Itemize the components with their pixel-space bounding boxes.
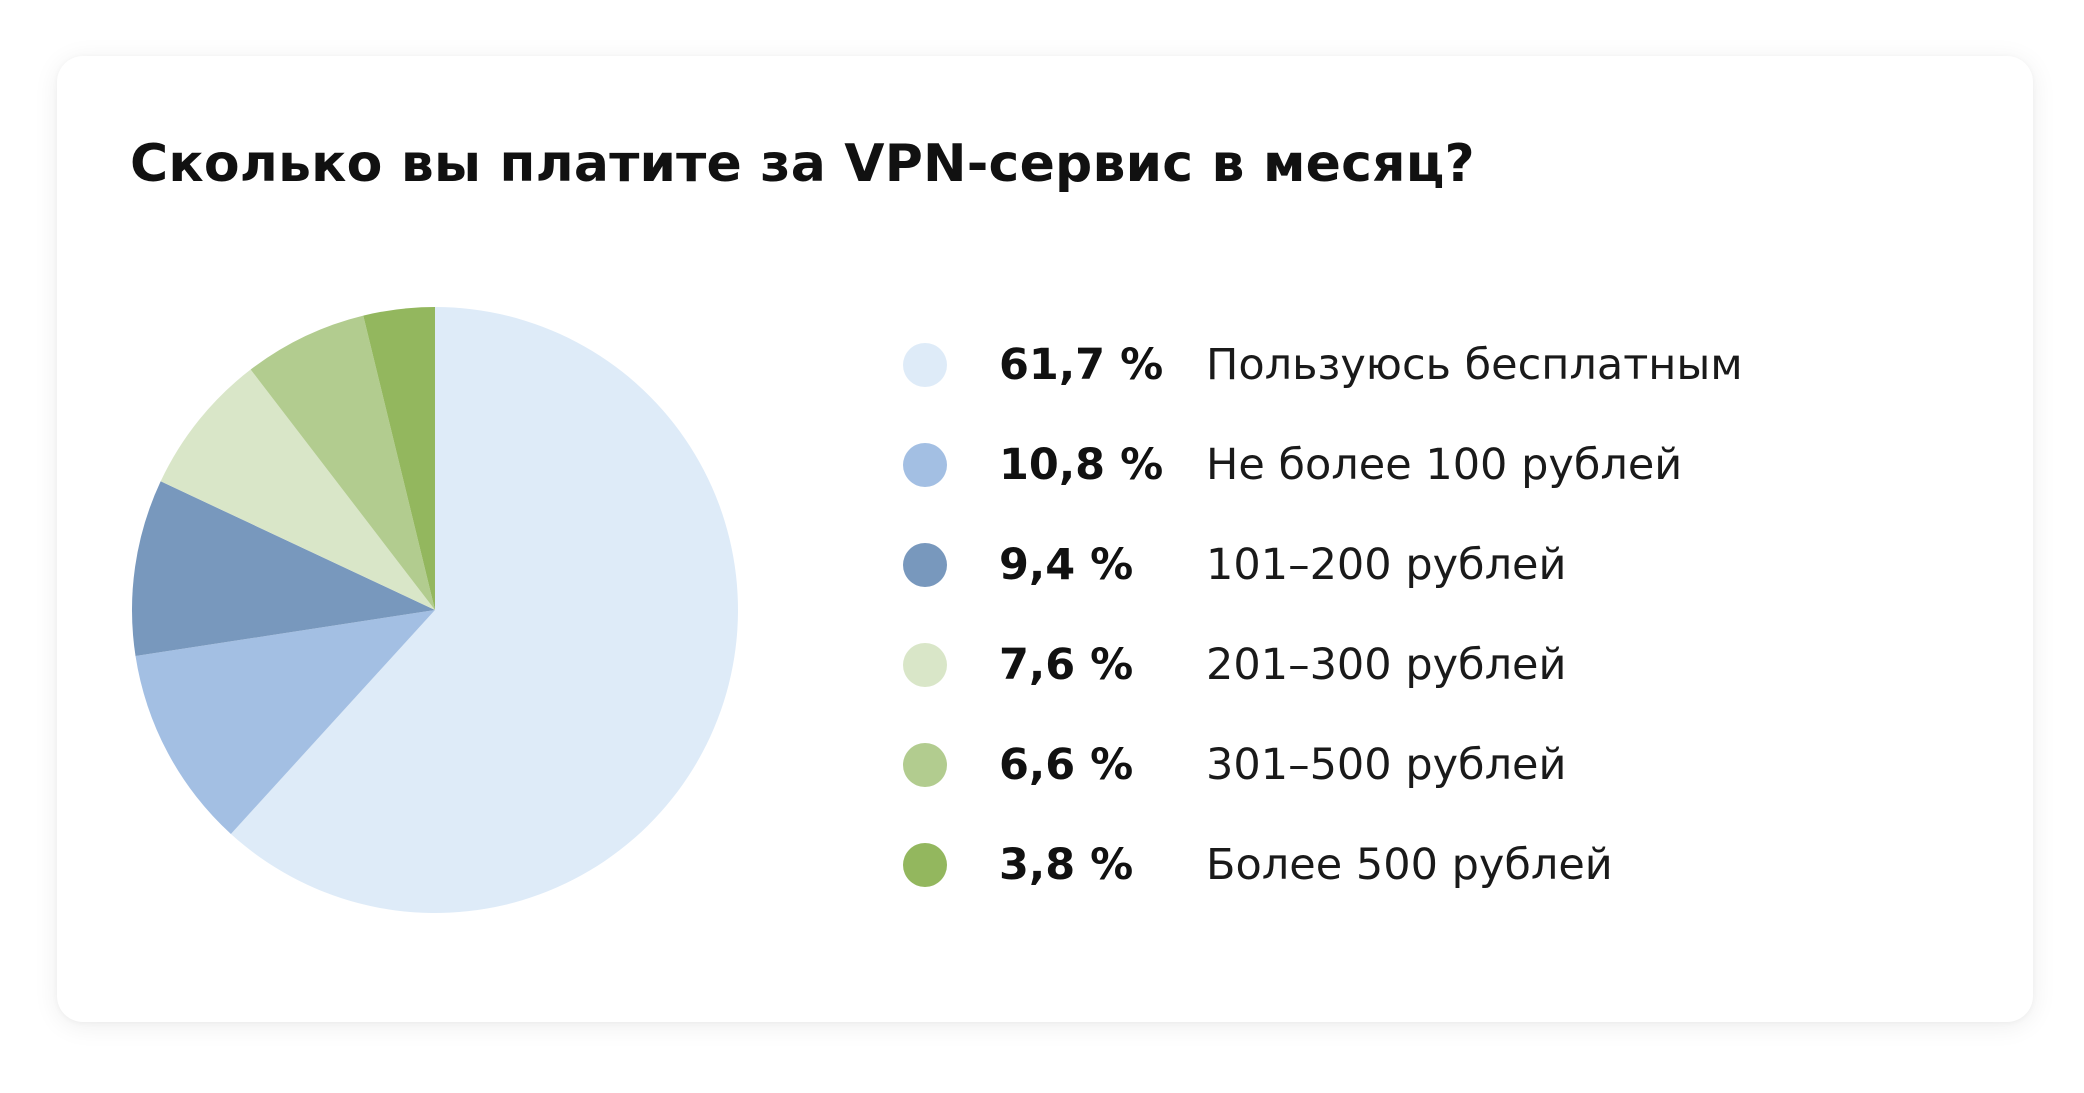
legend-value: 6,6 % <box>999 740 1134 790</box>
legend-item: 9,4 % 101–200 рублей <box>903 540 2003 643</box>
legend-item: 10,8 % Не более 100 рублей <box>903 440 2003 543</box>
legend-label: Пользуюсь бесплатным <box>1206 340 1743 390</box>
legend-value: 61,7 % <box>999 340 1164 390</box>
legend-label: 301–500 рублей <box>1206 740 1567 790</box>
legend-label: Более 500 рублей <box>1206 840 1613 890</box>
legend-value: 9,4 % <box>999 540 1134 590</box>
legend-swatch <box>903 643 947 687</box>
legend-item: 6,6 % 301–500 рублей <box>903 740 2003 843</box>
legend-value: 10,8 % <box>999 440 1164 490</box>
pie-slice-5 <box>250 315 435 610</box>
legend-swatch <box>903 743 947 787</box>
legend-item: 3,8 % Более 500 рублей <box>903 840 2003 943</box>
pie-slice-3 <box>132 481 435 657</box>
legend-label: 101–200 рублей <box>1206 540 1567 590</box>
legend-item: 7,6 % 201–300 рублей <box>903 640 2003 743</box>
legend-item: 61,7 % Пользуюсь бесплатным <box>903 340 2003 443</box>
legend-swatch <box>903 343 947 387</box>
legend-label: Не более 100 рублей <box>1206 440 1683 490</box>
legend-value: 7,6 % <box>999 640 1134 690</box>
legend-swatch <box>903 543 947 587</box>
pie-slice-1 <box>230 307 738 913</box>
pie-slice-2 <box>135 610 435 834</box>
pie-chart <box>132 307 738 913</box>
legend: 61,7 % Пользуюсь бесплатным 10,8 % Не более… <box>903 340 2003 943</box>
pie-slice-4 <box>160 369 435 610</box>
legend-value: 3,8 % <box>999 840 1134 890</box>
legend-label: 201–300 рублей <box>1206 640 1567 690</box>
chart-card: Сколько вы платите за VPN-сервис в месяц… <box>57 56 2033 1022</box>
pie-slice-6 <box>363 307 435 610</box>
chart-title: Сколько вы платите за VPN-сервис в месяц… <box>130 134 1475 194</box>
legend-swatch <box>903 843 947 887</box>
legend-swatch <box>903 443 947 487</box>
